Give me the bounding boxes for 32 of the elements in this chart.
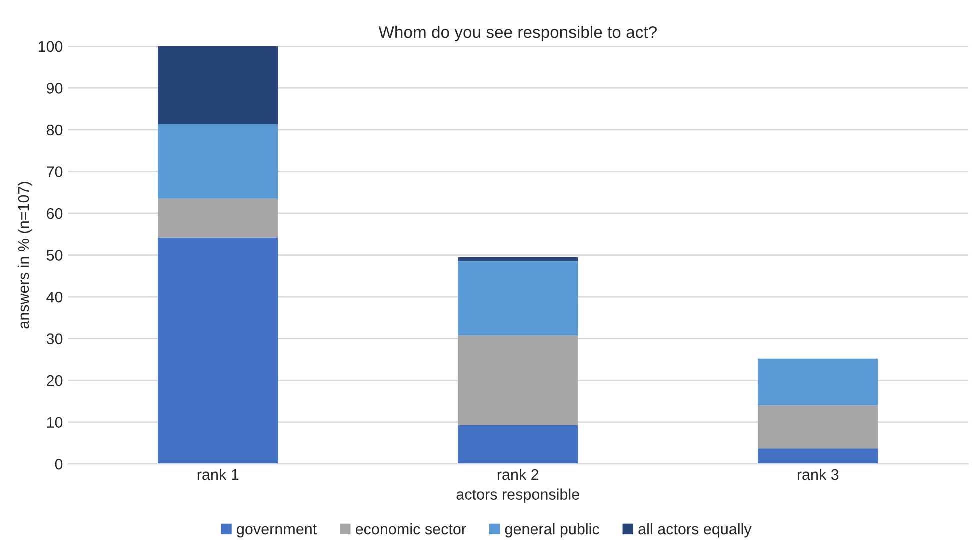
- legend-label: all actors equally: [638, 523, 752, 538]
- bar: [458, 257, 578, 262]
- y-tick-label: 50: [46, 250, 63, 261]
- legend-label: government: [237, 524, 318, 538]
- y-tick-label: 0: [55, 458, 63, 470]
- y-tick-label: 20: [47, 375, 63, 386]
- y-tick-label: 100: [38, 41, 63, 52]
- y-tick-label: 90: [46, 83, 63, 94]
- y-tick-label: 60: [47, 208, 63, 220]
- bar: [458, 261, 578, 336]
- chart-title: Whom do you see responsible to act?: [378, 26, 657, 42]
- bar: [158, 238, 278, 464]
- x-tick-label: rank 1: [198, 468, 239, 480]
- bar: [458, 335, 578, 426]
- x-tick-label: rank 3: [798, 468, 839, 480]
- bar: [158, 124, 278, 199]
- bar: [158, 46, 278, 125]
- bar: [458, 425, 578, 464]
- y-tick-label: 10: [47, 417, 63, 428]
- bar: [158, 198, 278, 238]
- bar: [758, 448, 878, 464]
- y-tick-label: 30: [46, 334, 63, 344]
- legend-label: economic sector: [356, 523, 466, 535]
- y-tick-label: 40: [46, 292, 63, 303]
- y-axis-title: answers in % (n=107): [18, 182, 32, 329]
- x-tick-label: rank 2: [498, 468, 539, 480]
- y-tick-label: 70: [47, 166, 63, 178]
- legend-label: general public: [505, 523, 600, 538]
- bar: [758, 358, 878, 406]
- x-axis-title: actors responsible: [456, 488, 580, 503]
- bar: [758, 406, 878, 449]
- y-tick-label: 80: [46, 124, 63, 136]
